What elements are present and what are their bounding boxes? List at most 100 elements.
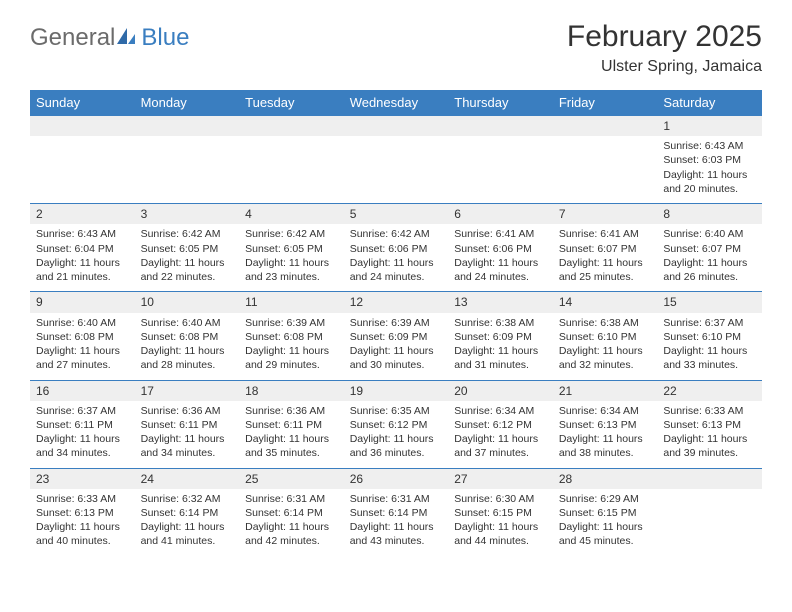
sunrise-text: Sunrise: 6:30 AM — [454, 492, 547, 506]
sunset-text: Sunset: 6:10 PM — [559, 330, 652, 344]
daylight-text: Daylight: 11 hours and 39 minutes. — [663, 432, 756, 460]
day-cell-inner: 14Sunrise: 6:38 AMSunset: 6:10 PMDayligh… — [553, 292, 658, 379]
daylight-text: Daylight: 11 hours and 28 minutes. — [141, 344, 234, 372]
day-cell: 24Sunrise: 6:32 AMSunset: 6:14 PMDayligh… — [135, 468, 240, 556]
daylight-text: Daylight: 11 hours and 44 minutes. — [454, 520, 547, 548]
day-body: Sunrise: 6:38 AMSunset: 6:10 PMDaylight:… — [553, 313, 658, 380]
daylight-text: Daylight: 11 hours and 24 minutes. — [454, 256, 547, 284]
day-body: Sunrise: 6:33 AMSunset: 6:13 PMDaylight:… — [657, 401, 762, 468]
sunrise-text: Sunrise: 6:38 AM — [454, 316, 547, 330]
day-body — [30, 136, 135, 203]
day-cell-inner — [30, 116, 135, 203]
day-cell-inner: 6Sunrise: 6:41 AMSunset: 6:06 PMDaylight… — [448, 204, 553, 291]
day-header: Tuesday — [239, 90, 344, 116]
day-cell-inner: 17Sunrise: 6:36 AMSunset: 6:11 PMDayligh… — [135, 381, 240, 468]
day-number — [239, 116, 344, 136]
sunrise-text: Sunrise: 6:33 AM — [663, 404, 756, 418]
day-cell: 25Sunrise: 6:31 AMSunset: 6:14 PMDayligh… — [239, 468, 344, 556]
day-number: 14 — [553, 292, 658, 312]
day-body: Sunrise: 6:37 AMSunset: 6:10 PMDaylight:… — [657, 313, 762, 380]
day-cell-inner: 16Sunrise: 6:37 AMSunset: 6:11 PMDayligh… — [30, 381, 135, 468]
day-cell-inner: 23Sunrise: 6:33 AMSunset: 6:13 PMDayligh… — [30, 469, 135, 556]
day-number: 21 — [553, 381, 658, 401]
day-cell-inner: 20Sunrise: 6:34 AMSunset: 6:12 PMDayligh… — [448, 381, 553, 468]
calendar-table: Sunday Monday Tuesday Wednesday Thursday… — [30, 90, 762, 556]
calendar-body: 1Sunrise: 6:43 AMSunset: 6:03 PMDaylight… — [30, 116, 762, 556]
sunset-text: Sunset: 6:13 PM — [559, 418, 652, 432]
day-number — [657, 469, 762, 489]
day-body — [239, 136, 344, 203]
day-cell-inner: 4Sunrise: 6:42 AMSunset: 6:05 PMDaylight… — [239, 204, 344, 291]
daylight-text: Daylight: 11 hours and 43 minutes. — [350, 520, 443, 548]
day-number: 24 — [135, 469, 240, 489]
daylight-text: Daylight: 11 hours and 27 minutes. — [36, 344, 129, 372]
day-cell-inner — [553, 116, 658, 203]
sunset-text: Sunset: 6:04 PM — [36, 242, 129, 256]
day-body: Sunrise: 6:31 AMSunset: 6:14 PMDaylight:… — [344, 489, 449, 556]
daylight-text: Daylight: 11 hours and 35 minutes. — [245, 432, 338, 460]
sunset-text: Sunset: 6:09 PM — [350, 330, 443, 344]
week-row: 9Sunrise: 6:40 AMSunset: 6:08 PMDaylight… — [30, 292, 762, 380]
week-row: 23Sunrise: 6:33 AMSunset: 6:13 PMDayligh… — [30, 468, 762, 556]
day-number: 2 — [30, 204, 135, 224]
sunset-text: Sunset: 6:15 PM — [559, 506, 652, 520]
sunset-text: Sunset: 6:13 PM — [663, 418, 756, 432]
sunrise-text: Sunrise: 6:42 AM — [141, 227, 234, 241]
day-cell: 12Sunrise: 6:39 AMSunset: 6:09 PMDayligh… — [344, 292, 449, 380]
day-body: Sunrise: 6:34 AMSunset: 6:13 PMDaylight:… — [553, 401, 658, 468]
logo: General Blue — [30, 24, 189, 52]
day-cell: 26Sunrise: 6:31 AMSunset: 6:14 PMDayligh… — [344, 468, 449, 556]
sunset-text: Sunset: 6:10 PM — [663, 330, 756, 344]
day-cell-inner — [344, 116, 449, 203]
sunrise-text: Sunrise: 6:39 AM — [350, 316, 443, 330]
day-number: 18 — [239, 381, 344, 401]
day-cell — [344, 116, 449, 204]
sunset-text: Sunset: 6:05 PM — [141, 242, 234, 256]
sunset-text: Sunset: 6:11 PM — [36, 418, 129, 432]
day-body: Sunrise: 6:42 AMSunset: 6:05 PMDaylight:… — [135, 224, 240, 291]
sunset-text: Sunset: 6:14 PM — [350, 506, 443, 520]
day-number: 13 — [448, 292, 553, 312]
sunrise-text: Sunrise: 6:32 AM — [141, 492, 234, 506]
day-number: 17 — [135, 381, 240, 401]
day-number: 12 — [344, 292, 449, 312]
sunrise-text: Sunrise: 6:36 AM — [245, 404, 338, 418]
daylight-text: Daylight: 11 hours and 38 minutes. — [559, 432, 652, 460]
sunrise-text: Sunrise: 6:34 AM — [454, 404, 547, 418]
day-cell: 11Sunrise: 6:39 AMSunset: 6:08 PMDayligh… — [239, 292, 344, 380]
daylight-text: Daylight: 11 hours and 45 minutes. — [559, 520, 652, 548]
day-cell: 21Sunrise: 6:34 AMSunset: 6:13 PMDayligh… — [553, 380, 658, 468]
day-body: Sunrise: 6:29 AMSunset: 6:15 PMDaylight:… — [553, 489, 658, 556]
day-number: 6 — [448, 204, 553, 224]
day-cell-inner: 24Sunrise: 6:32 AMSunset: 6:14 PMDayligh… — [135, 469, 240, 556]
day-cell — [30, 116, 135, 204]
day-cell-inner: 28Sunrise: 6:29 AMSunset: 6:15 PMDayligh… — [553, 469, 658, 556]
day-cell-inner: 1Sunrise: 6:43 AMSunset: 6:03 PMDaylight… — [657, 116, 762, 203]
day-body: Sunrise: 6:42 AMSunset: 6:06 PMDaylight:… — [344, 224, 449, 291]
day-cell-inner: 18Sunrise: 6:36 AMSunset: 6:11 PMDayligh… — [239, 381, 344, 468]
sunrise-text: Sunrise: 6:37 AM — [663, 316, 756, 330]
day-cell-inner: 13Sunrise: 6:38 AMSunset: 6:09 PMDayligh… — [448, 292, 553, 379]
sunrise-text: Sunrise: 6:39 AM — [245, 316, 338, 330]
day-number: 10 — [135, 292, 240, 312]
sunset-text: Sunset: 6:08 PM — [36, 330, 129, 344]
day-body: Sunrise: 6:31 AMSunset: 6:14 PMDaylight:… — [239, 489, 344, 556]
sunrise-text: Sunrise: 6:42 AM — [245, 227, 338, 241]
sunrise-text: Sunrise: 6:34 AM — [559, 404, 652, 418]
sunrise-text: Sunrise: 6:37 AM — [36, 404, 129, 418]
day-cell — [239, 116, 344, 204]
day-cell: 7Sunrise: 6:41 AMSunset: 6:07 PMDaylight… — [553, 204, 658, 292]
day-cell: 20Sunrise: 6:34 AMSunset: 6:12 PMDayligh… — [448, 380, 553, 468]
day-header: Sunday — [30, 90, 135, 116]
day-number: 16 — [30, 381, 135, 401]
daylight-text: Daylight: 11 hours and 21 minutes. — [36, 256, 129, 284]
day-cell-inner: 10Sunrise: 6:40 AMSunset: 6:08 PMDayligh… — [135, 292, 240, 379]
day-number: 23 — [30, 469, 135, 489]
sunrise-text: Sunrise: 6:31 AM — [350, 492, 443, 506]
day-cell: 27Sunrise: 6:30 AMSunset: 6:15 PMDayligh… — [448, 468, 553, 556]
sunrise-text: Sunrise: 6:35 AM — [350, 404, 443, 418]
sunrise-text: Sunrise: 6:33 AM — [36, 492, 129, 506]
day-number: 9 — [30, 292, 135, 312]
daylight-text: Daylight: 11 hours and 34 minutes. — [141, 432, 234, 460]
day-number — [553, 116, 658, 136]
